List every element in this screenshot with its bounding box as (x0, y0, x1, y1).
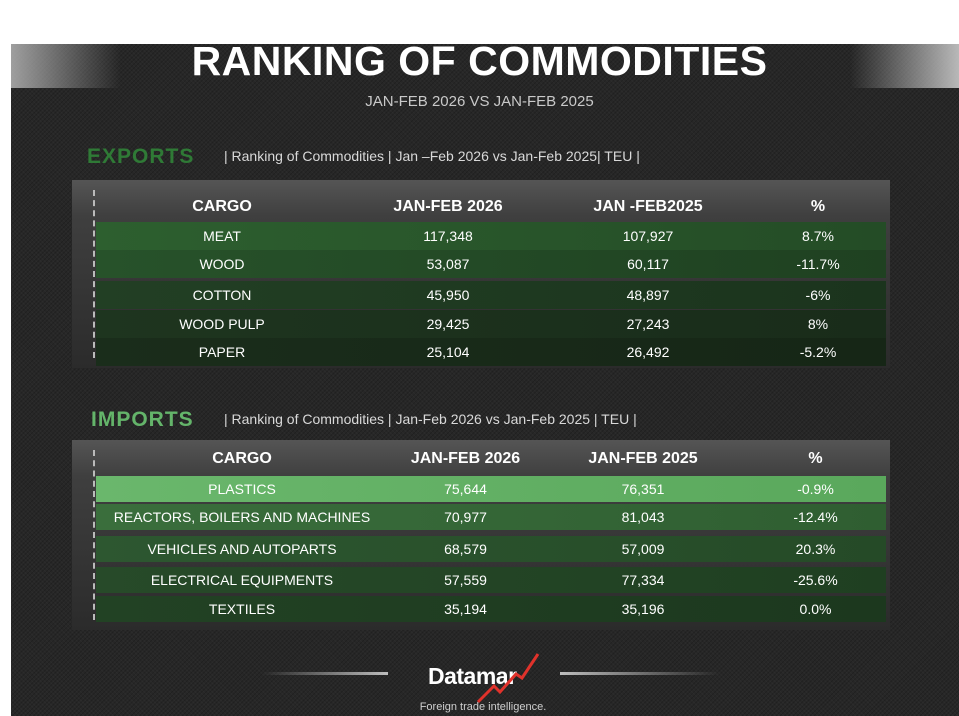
cell-current: 70,977 (444, 509, 487, 525)
cell-current: 29,425 (426, 316, 470, 332)
cell-previous: 26,492 (626, 344, 670, 360)
cell-previous: 27,243 (626, 316, 670, 332)
cell-pct: -12.4% (793, 509, 838, 525)
header-current: JAN-FEB 2026 (393, 198, 503, 215)
cell-pct: 0.0% (799, 601, 832, 617)
decorative-bar-right (850, 44, 959, 88)
imports-description: | Ranking of Commodities | Jan-Feb 2026 … (224, 411, 637, 427)
cell-pct: -25.6% (793, 572, 838, 588)
cell-current: 75,644 (444, 481, 487, 497)
table-row: REACTORS, BOILERS AND MACHINES 70,977 81,0… (96, 504, 886, 530)
cell-cargo: PAPER (198, 344, 246, 360)
table-row: WOOD PULP 29,425 27,243 8% (96, 310, 886, 338)
logo-zigzag-icon (476, 653, 540, 704)
table-row: WOOD 53,087 60,117 -11.7% (96, 250, 886, 278)
cell-current: 25,104 (426, 344, 470, 360)
cell-cargo: VEHICLES AND AUTOPARTS (147, 541, 337, 557)
exports-label: EXPORTS (87, 145, 195, 168)
cell-previous: 60,117 (627, 256, 669, 272)
cell-previous: 107,927 (622, 228, 674, 244)
cell-cargo: REACTORS, BOILERS AND MACHINES (113, 509, 371, 525)
table-row: COTTON 45,950 48,897 -6% (96, 281, 886, 309)
cell-pct: -6% (805, 287, 831, 303)
cell-cargo: WOOD PULP (179, 316, 265, 332)
footer-line-left (262, 672, 388, 675)
cell-previous: 48,897 (626, 287, 670, 303)
imports-table: CARGO JAN-FEB 2026 JAN-FEB 2025 % PLASTI… (72, 440, 890, 630)
cell-pct: -5.2% (799, 344, 837, 360)
cell-pct: -0.9% (797, 481, 834, 497)
cell-previous: 77,334 (621, 572, 665, 588)
cell-current: 68,579 (444, 541, 487, 557)
cell-cargo: MEAT (203, 228, 241, 244)
table-row: ELECTRICAL EQUIPMENTS 57,559 77,334 -25.6% (96, 567, 886, 593)
table-row: MEAT 117,348 107,927 8.7% (96, 222, 886, 250)
footer-tagline: Foreign trade intelligence. (419, 701, 547, 713)
header-previous: JAN -FEB2025 (593, 198, 703, 215)
cell-previous: 76,351 (621, 481, 665, 497)
cell-cargo: PLASTICS (208, 481, 276, 497)
cell-current: 35,194 (444, 601, 487, 617)
cell-cargo: COTTON (192, 287, 252, 303)
table-row: TEXTILES 35,194 35,196 0.0% (96, 596, 886, 622)
footer-line-right (560, 672, 720, 675)
page-subtitle: JAN-FEB 2026 VS JAN-FEB 2025 (365, 93, 594, 110)
cell-current: 45,950 (426, 287, 470, 303)
cell-current: 53,087 (426, 256, 470, 272)
table-row: VEHICLES AND AUTOPARTS 68,579 57,009 20.3% (96, 536, 886, 562)
table-dashed-divider (93, 450, 95, 620)
cell-previous: 81,043 (621, 509, 665, 525)
cell-pct: 8% (807, 316, 829, 332)
header-percent: % (810, 198, 826, 215)
cell-cargo: ELECTRICAL EQUIPMENTS (150, 572, 334, 588)
exports-table: CARGO JAN-FEB 2026 JAN -FEB2025 % MEAT 11… (72, 180, 890, 368)
header-previous: JAN-FEB 2025 (588, 450, 698, 467)
header-current: JAN-FEB 2026 (410, 450, 521, 467)
datamar-logo: Datamar (428, 663, 517, 689)
cell-previous: 35,196 (621, 601, 665, 617)
decorative-bar-left (11, 44, 121, 88)
cell-pct: 8.7% (802, 228, 834, 244)
table-row: PAPER 25,104 26,492 -5.2% (96, 338, 886, 366)
table-dashed-divider (93, 190, 95, 358)
cell-current: 57,559 (444, 572, 487, 588)
imports-label: IMPORTS (91, 408, 194, 431)
cell-pct: -11.7% (796, 256, 840, 272)
cell-pct: 20.3% (795, 541, 836, 557)
header-cargo: CARGO (192, 198, 252, 215)
cell-cargo: TEXTILES (208, 601, 276, 617)
header-percent: % (808, 450, 823, 467)
page-title: RANKING OF COMMODITIES (191, 38, 768, 84)
cell-cargo: WOOD (199, 256, 245, 272)
cell-previous: 57,009 (621, 541, 665, 557)
table-row: PLASTICS 75,644 76,351 -0.9% (96, 476, 886, 502)
cell-current: 117,348 (423, 228, 473, 244)
header-cargo: CARGO (212, 450, 272, 467)
exports-description: | Ranking of Commodities | Jan –Feb 2026… (224, 148, 640, 164)
